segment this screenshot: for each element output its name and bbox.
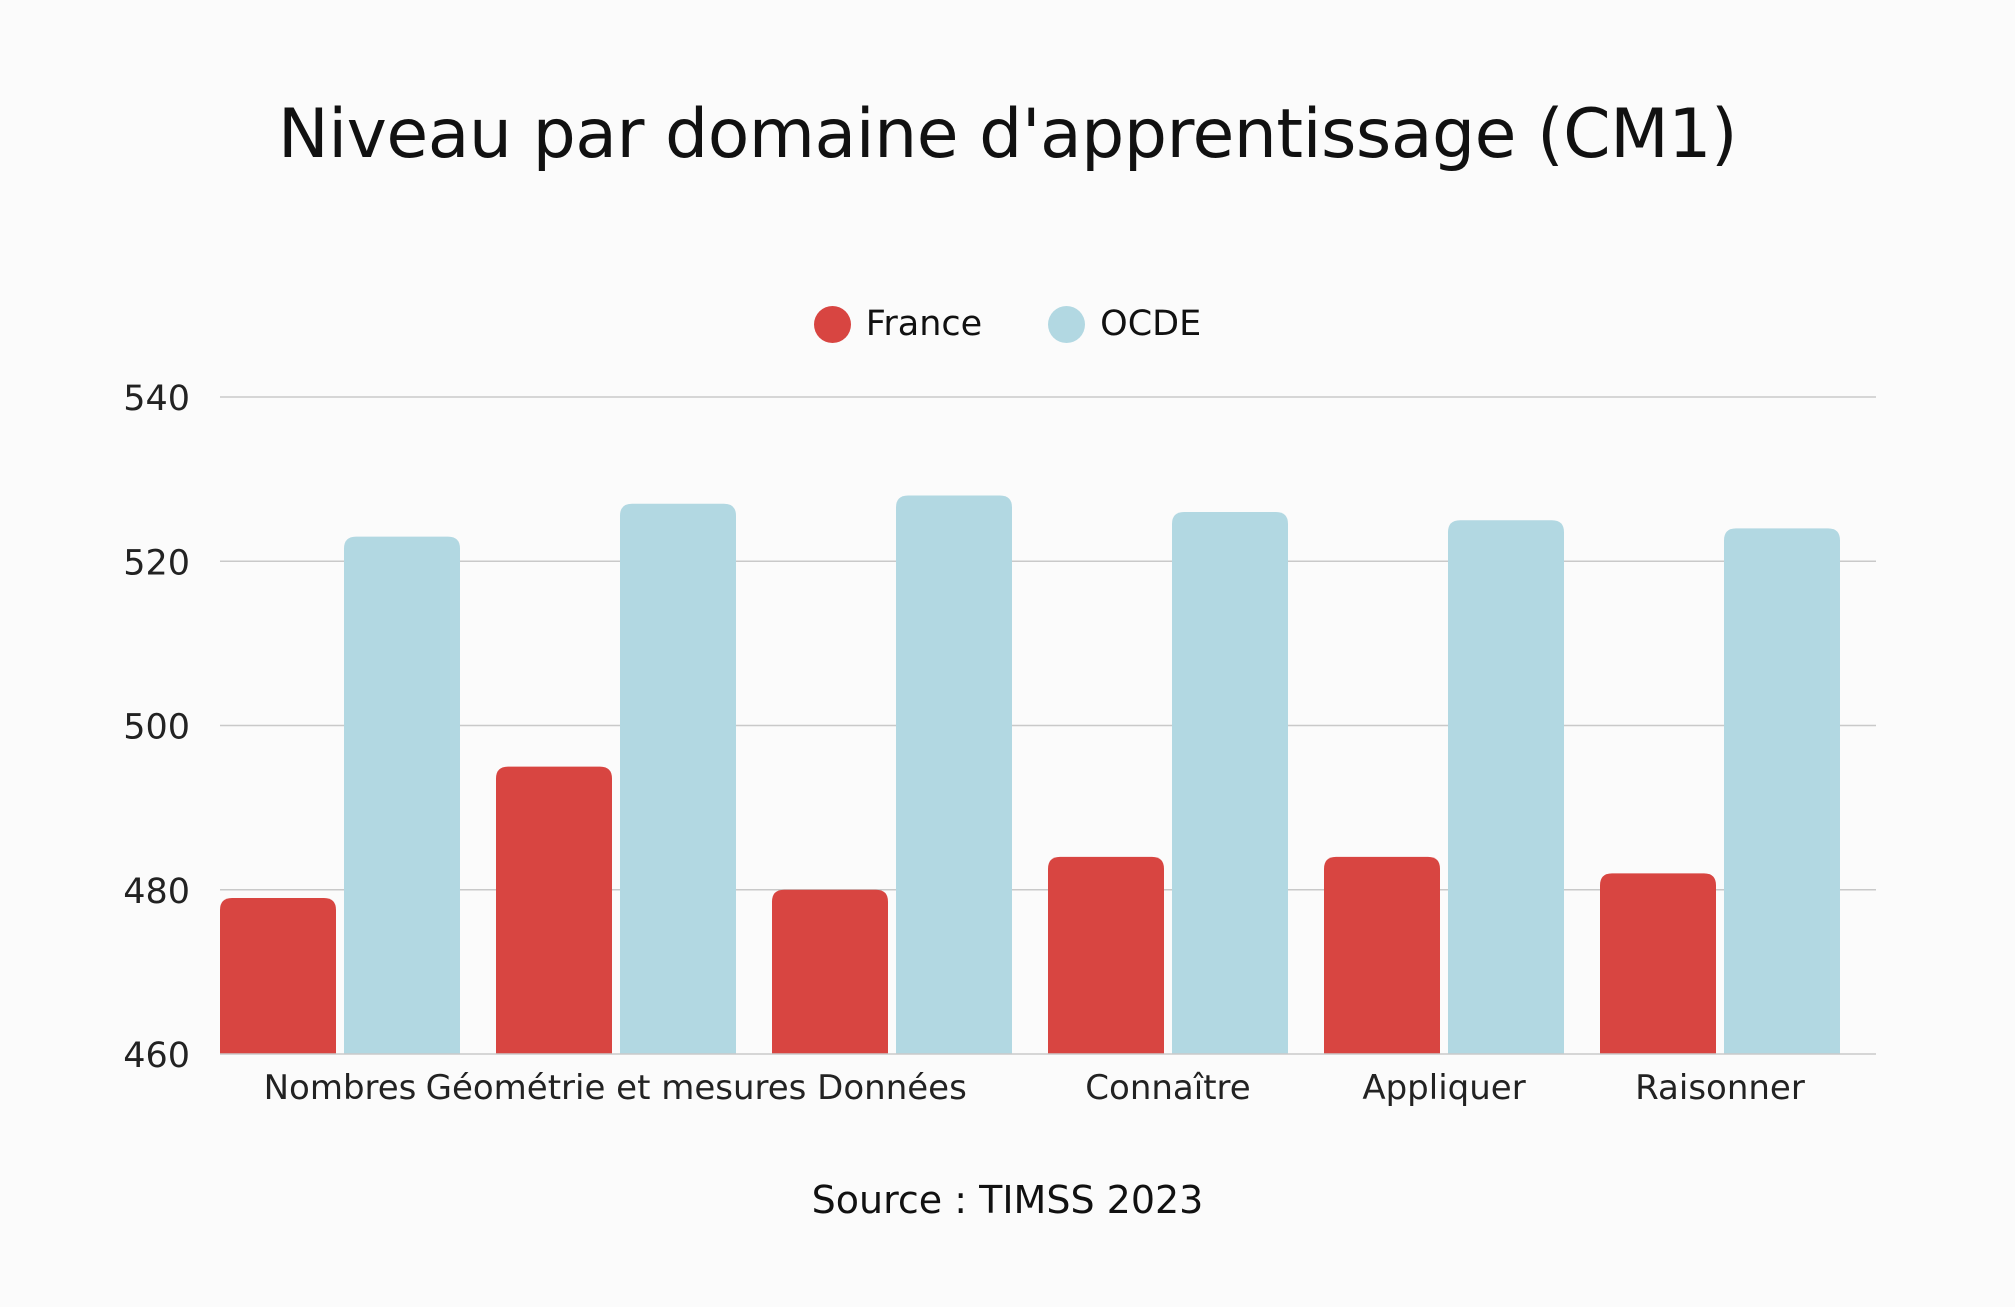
bar-france-6 — [1600, 873, 1716, 1054]
y-tick-label: 540 — [123, 379, 190, 419]
legend-swatch-ocde — [1048, 305, 1086, 343]
y-tick-label: 480 — [123, 872, 190, 912]
legend: France OCDE — [0, 304, 2015, 344]
y-tick-label: 500 — [123, 708, 190, 748]
x-tick-label: Connaître — [1085, 1068, 1250, 1108]
bar-ocde-4 — [1172, 511, 1288, 1055]
bar-ocde-6 — [1724, 528, 1840, 1054]
legend-label-ocde: OCDE — [1100, 304, 1202, 344]
x-tick-label: Raisonner — [1635, 1068, 1805, 1108]
x-tick-label: Données — [817, 1068, 967, 1108]
bar-france-4 — [1048, 856, 1164, 1054]
source-note: Source : TIMSS 2023 — [811, 1178, 1204, 1222]
y-tick-label: 520 — [123, 543, 190, 583]
bar-france-1 — [220, 897, 336, 1054]
bar-france-5 — [1324, 856, 1440, 1054]
legend-swatch-france — [813, 305, 851, 343]
x-tick-label: Appliquer — [1362, 1068, 1525, 1108]
bar-ocde-5 — [1448, 520, 1564, 1054]
x-tick-label: Nombres — [264, 1068, 417, 1108]
bar-france-3 — [772, 889, 888, 1054]
legend-item-france: France — [813, 304, 983, 344]
x-tick-label: Géométrie et mesures — [426, 1068, 807, 1108]
y-tick-label: 460 — [123, 1036, 190, 1076]
bar-ocde-2 — [620, 503, 736, 1054]
bar-ocde-3 — [896, 495, 1012, 1054]
bar-ocde-1 — [344, 536, 460, 1054]
chart-title: Niveau par domaine d'apprentissage (CM1) — [277, 95, 1738, 174]
bar-france-2 — [496, 766, 612, 1054]
legend-item-ocde: OCDE — [1048, 304, 1201, 344]
legend-label-france: France — [865, 304, 983, 344]
